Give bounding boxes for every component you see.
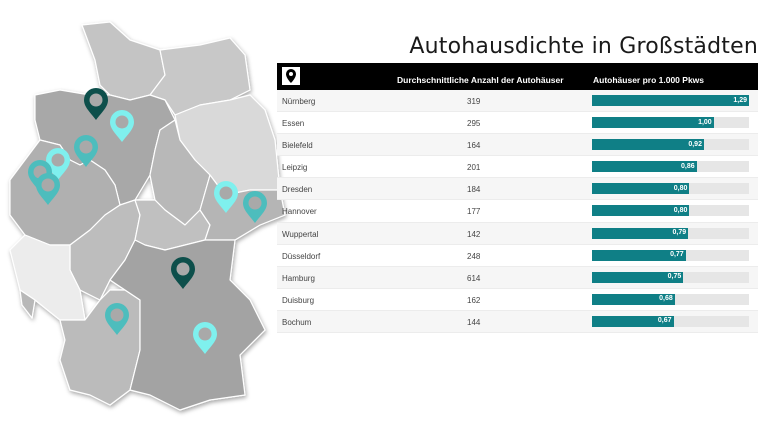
- dealer-count: 201: [467, 163, 481, 173]
- map-pin-icon[interactable]: [105, 303, 129, 335]
- ratio-label: 0,75: [667, 273, 682, 281]
- city-name: Bielefeld: [282, 141, 313, 151]
- map-pin-icon[interactable]: [110, 110, 134, 142]
- city-table: Durchschnittliche Anzahl der Autohäuser …: [277, 63, 758, 334]
- city-name: Hannover: [282, 207, 317, 217]
- map-pin-icon[interactable]: [171, 257, 195, 289]
- ratio-bar-track: 0,80: [592, 183, 749, 195]
- dealer-count: 319: [467, 97, 481, 106]
- map-pin-icon[interactable]: [243, 191, 267, 223]
- ratio-label: 1,29: [733, 96, 747, 104]
- ratio-bar-track: 0,80: [592, 205, 749, 217]
- dealer-count: 177: [467, 207, 481, 217]
- table-row: Nürnberg 319 1,29: [277, 90, 758, 113]
- column-header-count[interactable]: Durchschnittliche Anzahl der Autohäuser: [397, 75, 564, 85]
- ratio-label: 0,68: [659, 295, 673, 303]
- table-row: Dresden 184 0,80: [277, 178, 758, 201]
- ratio-bar-track: 0,86: [592, 161, 749, 173]
- map-pin-icon: [282, 67, 300, 85]
- map-pin-icon[interactable]: [193, 322, 217, 354]
- ratio-bar: 0,80: [592, 183, 690, 195]
- table-row: Bielefeld 164 0,92: [277, 134, 758, 157]
- ratio-bar: 0,80: [592, 205, 690, 217]
- dealer-count: 162: [467, 295, 481, 305]
- city-name: Bochum: [282, 317, 312, 327]
- dealer-count: 184: [467, 185, 481, 195]
- table-row: Hannover 177 0,80: [277, 200, 758, 223]
- city-name: Dresden: [282, 185, 313, 195]
- city-name: Duisburg: [282, 295, 315, 305]
- table-row: Bochum 144 0,67: [277, 310, 758, 334]
- ratio-bar-track: 0,67: [592, 315, 749, 327]
- ratio-label: 0,67: [657, 317, 672, 325]
- ratio-bar-track: 0,79: [592, 227, 749, 239]
- ratio-bar: 0,68: [592, 293, 675, 305]
- table-header: Durchschnittliche Anzahl der Autohäuser …: [277, 63, 758, 90]
- dealer-count: 164: [467, 141, 481, 151]
- page-title: Autohausdichte in Großstädten: [409, 34, 758, 59]
- ratio-bar: 0,86: [592, 161, 697, 173]
- ratio-bar: 0,75: [592, 271, 684, 283]
- ratio-label: 0,86: [681, 162, 695, 170]
- ratio-bar-track: 0,75: [592, 271, 749, 283]
- map-pin-icon[interactable]: [84, 88, 108, 120]
- ratio-label: 0,80: [673, 184, 688, 192]
- ratio-label: 0,92: [688, 140, 702, 148]
- table-row: Duisburg 162 0,68: [277, 289, 758, 311]
- ratio-bar: 0,77: [592, 249, 686, 261]
- table-row: Hamburg 614 0,75: [277, 266, 758, 289]
- state-bayern: [109, 239, 266, 411]
- map-pin-icon[interactable]: [74, 135, 98, 167]
- dealer-count: 295: [467, 119, 481, 129]
- column-header-ratio[interactable]: Autohäuser pro 1.000 Pkws: [593, 75, 705, 85]
- ratio-label: 0,79: [672, 229, 687, 237]
- map-pin-icon[interactable]: [214, 181, 238, 213]
- ratio-bar-track: 1,29: [592, 95, 749, 106]
- ratio-bar: 1,00: [592, 117, 714, 129]
- map-pin-icon[interactable]: [36, 173, 60, 205]
- ratio-bar-track: 0,77: [592, 249, 749, 261]
- ratio-bar: 1,29: [592, 95, 749, 106]
- state-rheinland-pfalz: [9, 234, 86, 321]
- ratio-bar-track: 0,92: [592, 139, 749, 151]
- table-row: Düsseldorf 248 0,77: [277, 245, 758, 267]
- dealer-count: 144: [467, 317, 481, 327]
- ratio-bar-track: 0,68: [592, 293, 749, 305]
- table-row: Leipzig 201 0,86: [277, 156, 758, 179]
- city-name: Leipzig: [282, 163, 308, 173]
- city-name: Nürnberg: [282, 97, 316, 106]
- city-name: Wuppertal: [282, 229, 319, 239]
- table-row: Wuppertal 142 0,79: [277, 222, 758, 245]
- ratio-bar: 0,79: [592, 227, 689, 239]
- city-name: Essen: [282, 119, 305, 129]
- ratio-label: 0,80: [673, 206, 688, 214]
- table-row: Essen 295 1,00: [277, 112, 758, 135]
- ratio-bar: 0,67: [592, 315, 674, 327]
- ratio-label: 1,00: [698, 118, 712, 126]
- dealer-count: 248: [467, 251, 481, 261]
- ratio-bar: 0,92: [592, 139, 704, 151]
- city-name: Düsseldorf: [282, 251, 321, 261]
- state-saarland: [19, 289, 36, 319]
- germany-map: [9, 21, 286, 411]
- ratio-label: 0,77: [670, 251, 684, 259]
- city-name: Hamburg: [282, 273, 315, 283]
- ratio-bar-track: 1,00: [592, 117, 749, 129]
- dealer-count: 614: [467, 273, 481, 283]
- dealer-count: 142: [467, 229, 481, 239]
